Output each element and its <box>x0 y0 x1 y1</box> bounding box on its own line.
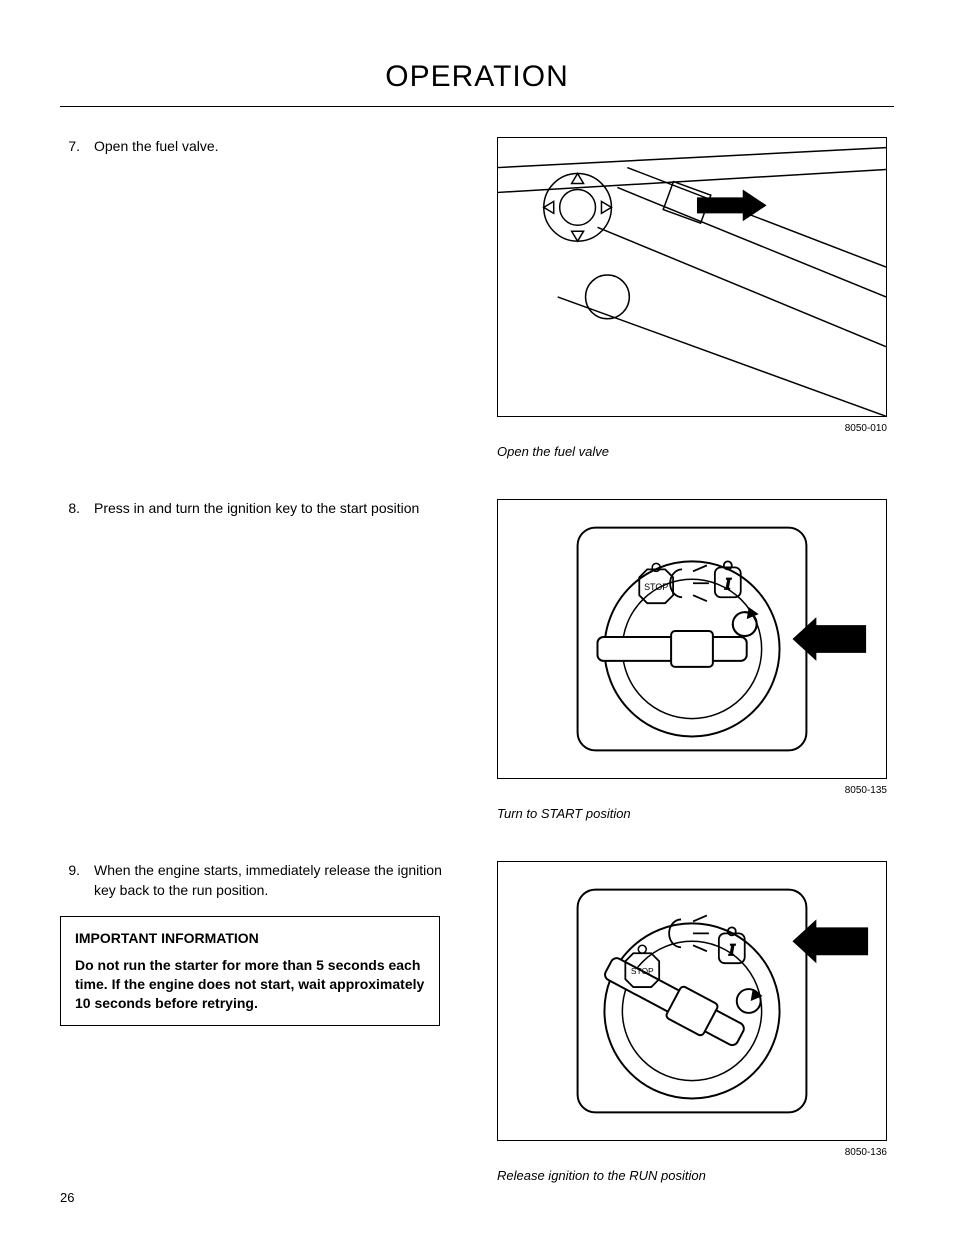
illustration-key-run: STOP I <box>497 861 887 1141</box>
info-title: IMPORTANT INFORMATION <box>75 929 425 948</box>
row-step-8: 8. Press in and turn the ignition key to… <box>60 499 894 821</box>
turn-arrow-icon <box>733 607 759 636</box>
figure-fuel-valve: 8050-010 Open the fuel valve <box>497 137 894 459</box>
step-text: Press in and turn the ignition key to th… <box>94 499 419 519</box>
row-step-9: 9. When the engine starts, immediately r… <box>60 861 894 1183</box>
step-number: 7. <box>60 137 80 157</box>
figure-id: 8050-135 <box>845 785 887 796</box>
svg-text:I: I <box>724 576 731 593</box>
figure-id: 8050-010 <box>845 423 887 434</box>
illustration-fuel-valve <box>497 137 887 417</box>
figure-id: 8050-136 <box>845 1147 887 1158</box>
section-title: OPERATION <box>60 60 894 107</box>
illustration-key-start: STOP I <box>497 499 887 779</box>
info-body: Do not run the starter for more than 5 s… <box>75 956 425 1013</box>
figure-caption: Turn to START position <box>497 806 887 821</box>
svg-text:STOP: STOP <box>644 582 668 592</box>
figure-caption: Open the fuel valve <box>497 444 887 459</box>
start-icon: I <box>715 561 741 597</box>
figure-caption: Release ignition to the RUN position <box>497 1168 887 1183</box>
run-icon: I <box>719 927 745 963</box>
direction-arrow-icon <box>792 617 866 661</box>
step-9: 9. When the engine starts, immediately r… <box>60 861 457 900</box>
direction-arrow-icon <box>792 919 868 963</box>
row-step-7: 7. Open the fuel valve. <box>60 137 894 459</box>
important-info-box: IMPORTANT INFORMATION Do not run the sta… <box>60 916 440 1026</box>
headlight-icon <box>669 915 709 951</box>
page-content: 7. Open the fuel valve. <box>60 137 894 1183</box>
step-number: 9. <box>60 861 80 900</box>
step-number: 8. <box>60 499 80 519</box>
svg-text:STOP: STOP <box>631 966 654 976</box>
step-8: 8. Press in and turn the ignition key to… <box>60 499 457 519</box>
step-7: 7. Open the fuel valve. <box>60 137 457 157</box>
figure-key-start: STOP I <box>497 499 894 821</box>
headlight-icon <box>670 565 709 601</box>
page-number: 26 <box>60 1190 74 1205</box>
step-text: Open the fuel valve. <box>94 137 219 157</box>
figure-key-run: STOP I <box>497 861 894 1183</box>
step-text: When the engine starts, immediately rele… <box>94 861 457 900</box>
svg-text:I: I <box>728 942 735 959</box>
